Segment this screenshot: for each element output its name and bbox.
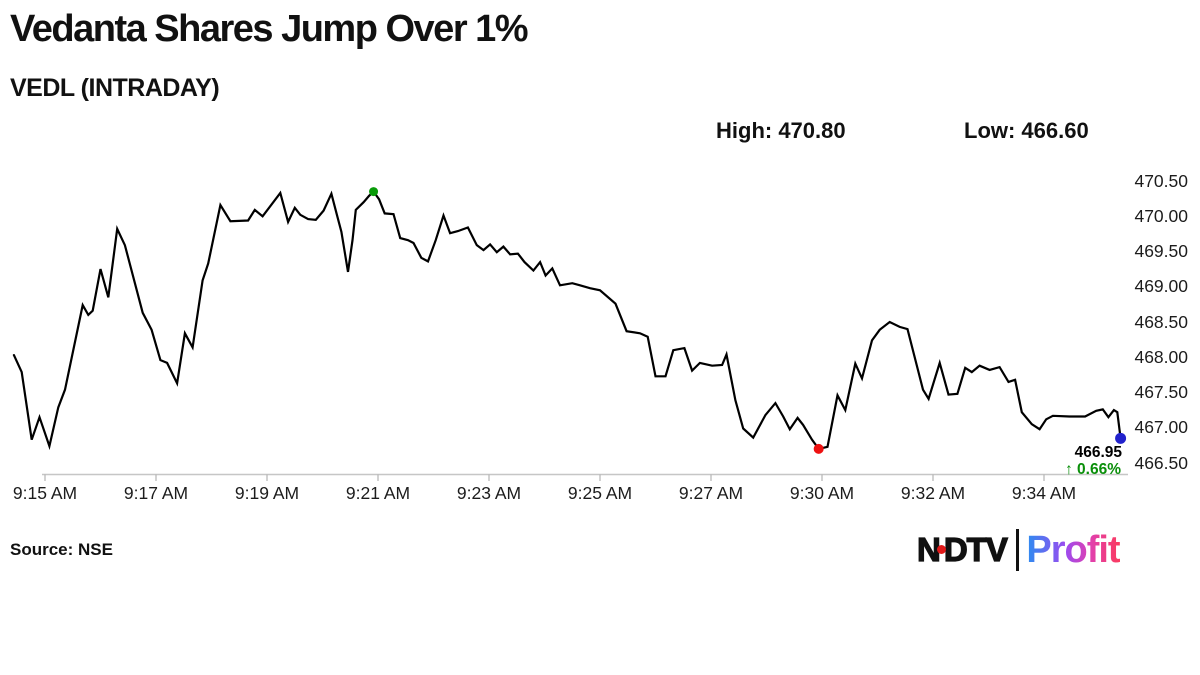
y-axis-tick-label: 469.00 bbox=[1134, 276, 1188, 297]
page-title: Vedanta Shares Jump Over 1% bbox=[10, 8, 529, 50]
high-marker-dot bbox=[369, 187, 379, 197]
x-axis-tick-label: 9:32 AM bbox=[900, 483, 966, 503]
x-axis-tick-label: 9:19 AM bbox=[234, 483, 300, 503]
ndtv-profit-logo: N DTV Profit bbox=[916, 527, 1121, 573]
last-marker-dot bbox=[1115, 432, 1127, 444]
y-axis-tick-label: 470.00 bbox=[1134, 205, 1188, 226]
x-axis-tick-label: 9:21 AM bbox=[345, 483, 411, 503]
chart-subtitle: VEDL (INTRADAY) bbox=[10, 74, 220, 102]
y-axis-tick-label: 466.50 bbox=[1134, 452, 1188, 473]
x-axis-tick-label: 9:34 AM bbox=[1011, 483, 1077, 503]
x-axis-tick-label: 9:25 AM bbox=[567, 483, 633, 503]
price-line bbox=[12, 189, 1122, 451]
high-value-label: High: 470.80 bbox=[716, 118, 846, 143]
x-axis-tick-label: 9:17 AM bbox=[123, 483, 189, 503]
low-marker-dot bbox=[813, 443, 824, 454]
y-axis-tick-label: 467.00 bbox=[1134, 417, 1188, 438]
source-label: Source: NSE bbox=[10, 540, 113, 559]
y-axis-tick-label: 470.50 bbox=[1134, 170, 1188, 191]
y-axis-tick-label: 468.00 bbox=[1134, 346, 1188, 367]
x-axis-tick-label: 9:30 AM bbox=[789, 483, 855, 503]
y-axis-tick-label: 469.50 bbox=[1134, 241, 1188, 261]
ndtv-red-dot-icon bbox=[936, 544, 946, 554]
last-change-label: ↑ 0.66% bbox=[1064, 461, 1121, 478]
x-axis-tick-label: 9:23 AM bbox=[456, 483, 522, 503]
y-axis-tick-label: 468.50 bbox=[1134, 311, 1188, 332]
x-axis-tick-label: 9:27 AM bbox=[678, 483, 744, 503]
last-price-label: 466.95 bbox=[1074, 444, 1122, 461]
ndtv-logo-text: N DTV bbox=[916, 530, 1008, 568]
y-axis-tick-label: 467.50 bbox=[1134, 382, 1188, 402]
x-axis-tick-label: 9:15 AM bbox=[12, 483, 78, 503]
profit-logo-text: Profit bbox=[1026, 528, 1120, 571]
logo-divider bbox=[1015, 529, 1020, 571]
low-value-label: Low: 466.60 bbox=[964, 118, 1089, 143]
